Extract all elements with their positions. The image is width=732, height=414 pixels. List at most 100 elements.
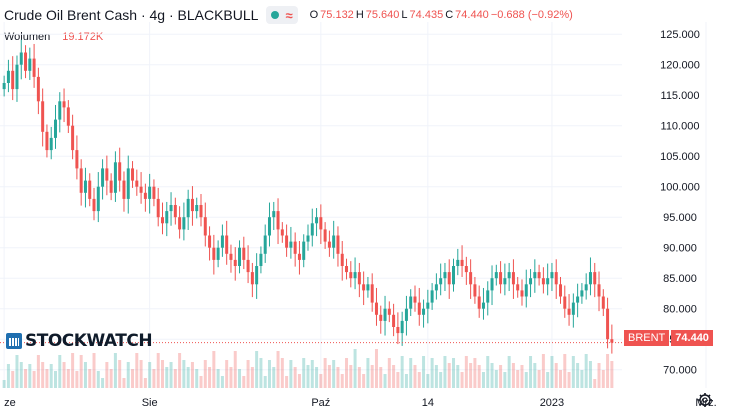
volume-bar: [392, 365, 396, 388]
y-tick-label: 85.000: [663, 273, 697, 285]
candle-body: [199, 205, 203, 218]
indicator-badges[interactable]: ≈: [266, 6, 298, 24]
chart-header: Crude Oil Brent Cash · 4g · BLACKBULL ≈ …: [0, 4, 573, 26]
last-price-tag: BRENT 74.440: [624, 330, 713, 346]
volume-bar: [310, 360, 314, 388]
candle-body: [460, 259, 464, 266]
candle-body: [576, 296, 580, 303]
volume-bar: [238, 369, 242, 388]
candle-body: [353, 272, 357, 279]
volume-bar: [473, 358, 477, 388]
volume-bar: [443, 356, 447, 388]
candle-body: [105, 168, 109, 181]
candle-body: [24, 52, 28, 71]
volume-bar: [426, 374, 430, 388]
y-tick-label: 100.000: [660, 182, 700, 194]
low-key: L: [401, 9, 408, 21]
y-tick-label: 120.000: [660, 60, 700, 72]
candle-body: [400, 320, 404, 334]
high-key: H: [355, 9, 364, 21]
volume-bar: [19, 362, 23, 388]
volume-bar: [289, 360, 293, 388]
close-value: 74.440: [455, 9, 489, 21]
volume-bar: [113, 353, 117, 388]
low-value: 74.435: [409, 9, 444, 21]
y-tick-label: 90.000: [663, 243, 697, 255]
candle-body: [66, 107, 70, 126]
volume-bar: [507, 356, 511, 388]
candle-body: [255, 266, 259, 285]
volume-bar: [379, 367, 383, 388]
volume-bar: [576, 363, 580, 388]
candle-body: [541, 278, 545, 285]
volume-bar: [169, 362, 173, 388]
volume-bar: [88, 369, 92, 388]
volume-bar: [571, 356, 575, 388]
volume-bar: [139, 360, 143, 388]
volume-bar: [96, 371, 100, 388]
candle-body: [310, 223, 314, 236]
candle-body: [503, 278, 507, 285]
volume-bar: [490, 363, 494, 388]
y-tick-label: 110.000: [661, 121, 700, 133]
candle-body: [584, 284, 588, 291]
candle-body: [494, 272, 498, 279]
volume-bar: [546, 372, 550, 388]
wave-icon[interactable]: ≈: [285, 7, 293, 23]
candle-body: [135, 180, 139, 187]
volume-bar: [349, 365, 353, 388]
candle-body: [246, 259, 250, 273]
volume-bar: [315, 367, 319, 388]
volume-bar: [32, 371, 36, 388]
candle-body: [507, 272, 511, 279]
candle-body: [156, 198, 160, 218]
logo-icon: [6, 333, 22, 349]
volume-bar: [143, 378, 147, 388]
volume-bar: [293, 367, 297, 388]
candle-body: [447, 272, 451, 285]
price-tag-value: 74.440: [671, 330, 713, 346]
candle-body: [404, 308, 408, 321]
candle-body: [456, 259, 460, 266]
volume-bar: [396, 372, 400, 388]
volume-bar: [220, 376, 224, 388]
symbol-title[interactable]: Crude Oil Brent Cash · 4g · BLACKBULL: [4, 7, 259, 23]
candle-body: [486, 290, 490, 303]
candle-body: [109, 180, 113, 193]
volume-bar: [267, 360, 271, 388]
candle-body: [190, 198, 194, 212]
volume-bar: [584, 354, 588, 388]
candle-body: [186, 198, 190, 218]
candle-body: [53, 119, 57, 138]
candle-body: [524, 284, 528, 297]
candle-body: [88, 180, 92, 199]
candle-body: [477, 296, 481, 309]
y-tick-label: 80.000: [663, 304, 697, 316]
candle-body: [610, 339, 614, 343]
volume-bar: [173, 369, 177, 388]
volume-bar: [66, 369, 70, 388]
candle-body: [49, 137, 53, 151]
volume-bar: [417, 372, 421, 388]
candle-body: [96, 186, 100, 212]
volume-bar: [280, 358, 284, 388]
volume-bar: [554, 363, 558, 388]
candle-body: [169, 205, 173, 212]
volume-bar: [374, 349, 378, 388]
candle-body: [370, 284, 374, 303]
candle-body: [511, 272, 515, 285]
volume-bar: [41, 362, 45, 388]
candle-body: [443, 272, 447, 279]
volume-bar: [362, 374, 366, 388]
volume-bar: [511, 363, 515, 388]
volume-bar: [53, 371, 57, 388]
volume-bar: [541, 354, 545, 388]
volume-bar: [357, 367, 361, 388]
volume-bar: [452, 358, 456, 388]
volume-bar: [610, 361, 614, 388]
gear-icon[interactable]: [697, 392, 713, 408]
dot-icon[interactable]: [271, 11, 280, 19]
volume-bar: [71, 353, 75, 388]
candle-body: [233, 259, 237, 266]
